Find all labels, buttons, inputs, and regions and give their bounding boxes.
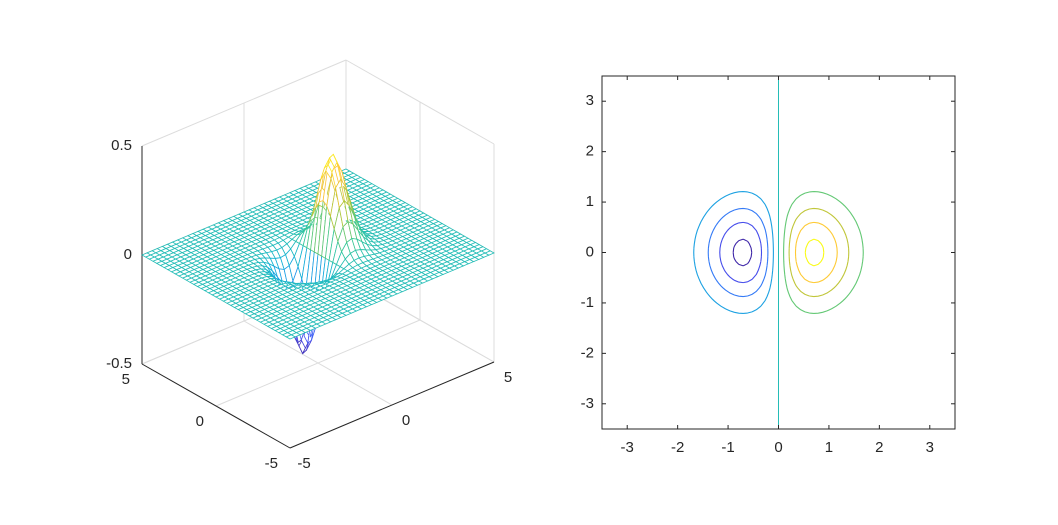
mesh-y-tick-label: -5	[265, 455, 278, 472]
contour-axes	[601, 75, 956, 430]
mesh-cell	[484, 250, 495, 256]
mesh-x-axis	[289, 361, 495, 449]
contour-line	[794, 221, 838, 284]
contour-x-tick-label: 2	[875, 439, 883, 456]
mesh-y-axis	[141, 363, 291, 449]
mesh-tick-labels: -0.5 0 0.5 -5 0 5 -5 0 5	[106, 137, 512, 472]
contour-x-tick-label: -1	[721, 439, 734, 456]
contour-y-tick-label: 1	[586, 193, 594, 210]
contour-plot: -3 -2 -1 0 1 2 3 -3 -2 -1 0 1 2 3	[581, 75, 956, 456]
mesh-gridline	[215, 319, 421, 407]
contour-line	[804, 238, 825, 267]
mesh-plot: -0.5 0 0.5 -5 0 5 -5 0 5	[106, 59, 512, 472]
contour-line	[693, 191, 774, 314]
contour-lines	[693, 76, 864, 429]
mesh-z-tick-label: -0.5	[106, 355, 132, 372]
mesh-z-tick-label: 0.5	[111, 137, 132, 154]
contour-y-tick-label: -2	[581, 344, 594, 361]
contour-x-tick-label: 0	[774, 439, 782, 456]
contour-y-tick-label: 0	[586, 243, 594, 260]
mesh-x-tick-label: -5	[297, 455, 310, 472]
contour-line	[732, 238, 753, 267]
mesh-surface	[141, 153, 495, 355]
contour-y-tick-label: -3	[581, 395, 594, 412]
mesh-y-tick-label: 0	[196, 413, 204, 430]
mesh-x-tick-label: 0	[402, 412, 410, 429]
contour-y-tick-label: -1	[581, 294, 594, 311]
contour-x-tick-label: -2	[671, 439, 684, 456]
mesh-gridline	[141, 59, 347, 147]
mesh-gridline	[345, 59, 495, 145]
contour-x-tick-label: -3	[621, 439, 634, 456]
mesh-x-tick-label: 5	[504, 369, 512, 386]
contour-y-tick-label: 3	[586, 92, 594, 109]
mesh-z-tick-label: 0	[124, 246, 132, 263]
contour-line	[719, 221, 763, 284]
mesh-y-tick-label: 5	[122, 371, 130, 388]
contour-y-tick-label: 2	[586, 143, 594, 160]
contour-line	[783, 191, 864, 314]
contour-line	[788, 207, 850, 298]
contour-tick-labels: -3 -2 -1 0 1 2 3 -3 -2 -1 0 1 2 3	[581, 92, 934, 456]
contour-x-tick-label: 1	[825, 439, 833, 456]
contour-x-tick-label: 3	[926, 439, 934, 456]
contour-line	[707, 207, 769, 298]
